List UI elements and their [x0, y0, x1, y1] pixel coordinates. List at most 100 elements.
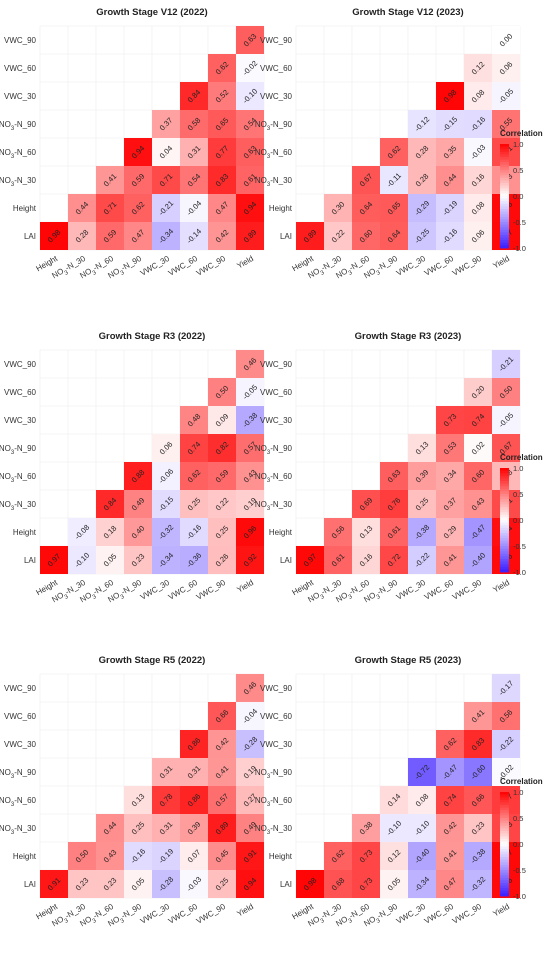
legend-color-step: [500, 792, 509, 795]
heatmap-cell: [436, 786, 464, 814]
y-tick-label: VWC_60: [260, 388, 293, 397]
y-tick-label: Height: [13, 204, 37, 213]
legend-color-step: [500, 540, 509, 544]
heatmap-cell: [40, 546, 68, 574]
heatmap-cell: [236, 110, 264, 138]
y-tick-label: NO3-N_60: [0, 796, 37, 808]
heatmap-cell: [40, 222, 68, 250]
heatmap-cell: [208, 110, 236, 138]
legend-color-step: [500, 491, 509, 495]
legend-tick-label: 0.0: [513, 516, 523, 525]
heatmap-cell: [124, 546, 152, 574]
legend-color-step: [500, 854, 509, 858]
heatmap-cell: [464, 110, 492, 138]
x-tick-label: VWC_60: [167, 578, 200, 602]
legend-color-step: [500, 486, 509, 490]
heatmap-cell: [96, 490, 124, 518]
heatmap-cell: [180, 462, 208, 490]
heatmap-cell: [96, 166, 124, 194]
legend-color-step: [500, 188, 509, 192]
legend-tick-label: 1.0: [513, 788, 523, 797]
heatmap-cell: [180, 490, 208, 518]
heatmap-cell: [436, 730, 464, 758]
heatmap-cell: [380, 462, 408, 490]
legend-color-step: [500, 183, 509, 186]
legend-title: Correlation: [500, 777, 543, 786]
heatmap-cell: [436, 82, 464, 110]
legend-color-step: [500, 216, 509, 220]
heatmap-panel: Growth Stage R3 (2023)0.97 0.61 0.16 0.72 -0…: [255, 331, 543, 607]
heatmap-cell: [208, 462, 236, 490]
y-tick-label: NO3-N_30: [0, 824, 37, 836]
y-tick-label: NO3-N_60: [0, 148, 37, 160]
legend-color-step: [500, 483, 509, 487]
heatmap-cell: [124, 138, 152, 166]
heatmap-cell: [180, 870, 208, 898]
heatmap-cell: [296, 222, 324, 250]
legend-color-step: [500, 180, 509, 184]
legend-color-step: [500, 870, 509, 873]
heatmap-cell: [180, 166, 208, 194]
legend-color-step: [500, 501, 509, 505]
heatmap-cell: [236, 490, 264, 518]
heatmap-cell: [208, 546, 236, 574]
legend-color-step: [500, 240, 509, 244]
legend-color-step: [500, 857, 509, 860]
heatmap-cell: [180, 518, 208, 546]
legend-color-step: [500, 185, 509, 189]
legend-color-step: [500, 488, 509, 492]
legend-color-step: [500, 893, 509, 897]
legend-color-step: [500, 522, 509, 526]
heatmap-cell: [492, 674, 520, 702]
heatmap-cell: [68, 222, 96, 250]
heatmap-cell: [180, 758, 208, 786]
heatmap-cell: [208, 54, 236, 82]
legend-color-step: [500, 805, 509, 808]
heatmap-cell: [408, 814, 436, 842]
y-tick-label: LAI: [24, 232, 36, 241]
color-legend: Correlation 1.0 0.5 0.0 -0.5 -1.0: [500, 129, 543, 253]
heatmap-cell: [408, 434, 436, 462]
heatmap-cell: [492, 378, 520, 406]
x-tick-label: VWC_30: [139, 254, 172, 278]
legend-color-step: [500, 836, 509, 840]
heatmap-cell: [236, 814, 264, 842]
heatmap-cell: [208, 814, 236, 842]
chart-title: Growth Stage R5 (2022): [99, 655, 206, 666]
heatmap-cell: [96, 870, 124, 898]
heatmap-cell: [408, 222, 436, 250]
heatmap-cell: [96, 222, 124, 250]
heatmap-cell: [236, 222, 264, 250]
y-tick-label: VWC_90: [260, 360, 293, 369]
heatmap-cell: [408, 166, 436, 194]
heatmap-cell: [464, 786, 492, 814]
heatmap-cell: [408, 786, 436, 814]
y-tick-label: Height: [269, 852, 293, 861]
heatmap-cell: [464, 138, 492, 166]
heatmap-cell: [380, 518, 408, 546]
x-tick-label: VWC_60: [167, 902, 200, 926]
legend-color-step: [500, 885, 509, 889]
heatmap-cell: [436, 518, 464, 546]
legend-color-step: [500, 862, 509, 866]
legend-color-step: [500, 473, 509, 477]
heatmap-cell: [464, 758, 492, 786]
heatmap-cell: [208, 702, 236, 730]
heatmap-cell: [152, 842, 180, 870]
heatmap-cell: [436, 406, 464, 434]
heatmap-cell: [436, 462, 464, 490]
heatmap-panel: Growth Stage V12 (2023)0.89 0.22 0.60 0.64-…: [255, 7, 543, 283]
heatmap-panel: Growth Stage R5 (2023)0.98 0.68 0.73 0.05 -0…: [255, 655, 543, 931]
heatmap-cell: [152, 490, 180, 518]
legend-color-step: [500, 559, 509, 562]
legend-color-step: [500, 538, 509, 542]
legend-color-step: [500, 877, 509, 881]
chart-title: Growth Stage R3 (2022): [99, 331, 206, 342]
chart-title: Growth Stage V12 (2022): [96, 7, 207, 18]
legend-color-step: [500, 841, 509, 845]
heatmap-cell: [208, 82, 236, 110]
x-tick-label: VWC_90: [451, 254, 484, 278]
x-tick-label: VWC_60: [167, 254, 200, 278]
heatmap-cell: [464, 842, 492, 870]
heatmap-cell: [208, 730, 236, 758]
